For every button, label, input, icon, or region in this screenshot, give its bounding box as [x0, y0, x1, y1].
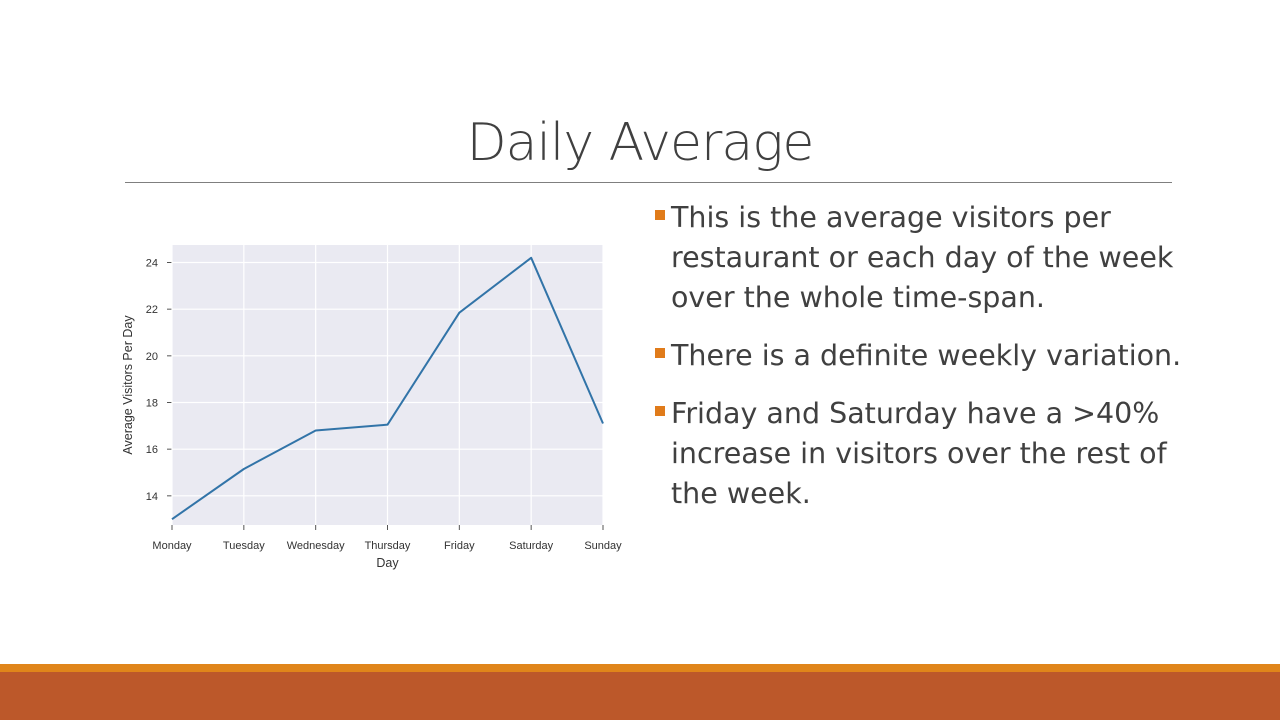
y-tick-label: 24 [146, 258, 158, 270]
footer-accent-stripe [0, 664, 1280, 672]
y-tick-label: 18 [146, 398, 158, 410]
y-tick-label: 22 [146, 304, 158, 316]
y-tick-label: 20 [146, 351, 158, 363]
x-tick-label: Wednesday [287, 540, 345, 552]
bullet-list: This is the average visitors per restaur… [655, 198, 1215, 532]
bullet-square-icon [655, 406, 665, 416]
x-tick-label: Saturday [509, 540, 554, 552]
footer-bar [0, 672, 1280, 720]
bullet-item: This is the average visitors per restaur… [655, 198, 1215, 318]
x-tick-label: Monday [152, 540, 192, 552]
series-line [171, 256, 604, 520]
x-tick-label: Tuesday [223, 540, 265, 552]
y-axis-label: Average Visitors Per Day [121, 315, 135, 455]
x-axis-label: Day [376, 556, 399, 570]
title-divider [125, 182, 1172, 183]
y-tick-label: 16 [146, 444, 158, 456]
x-tick-label: Sunday [584, 540, 622, 552]
bullet-item: Friday and Saturday have a >40% increase… [655, 394, 1215, 514]
x-tick-label: Friday [444, 540, 475, 552]
slide-title: Daily Average [466, 113, 815, 173]
line-chart: 14 16 18 20 22 24 Monday Tuesday Wednesday Thursd… [121, 245, 622, 570]
bullet-text: This is the average visitors per restaur… [671, 201, 1174, 314]
bullet-item: There is a definite weekly variation. [655, 336, 1215, 376]
bullet-square-icon [655, 210, 665, 220]
bullet-square-icon [655, 348, 665, 358]
x-tick-label: Thursday [365, 540, 411, 552]
bullet-text: There is a definite weekly variation. [671, 339, 1182, 372]
bullet-text: Friday and Saturday have a >40% increase… [671, 397, 1167, 510]
y-tick-label: 14 [146, 491, 158, 503]
